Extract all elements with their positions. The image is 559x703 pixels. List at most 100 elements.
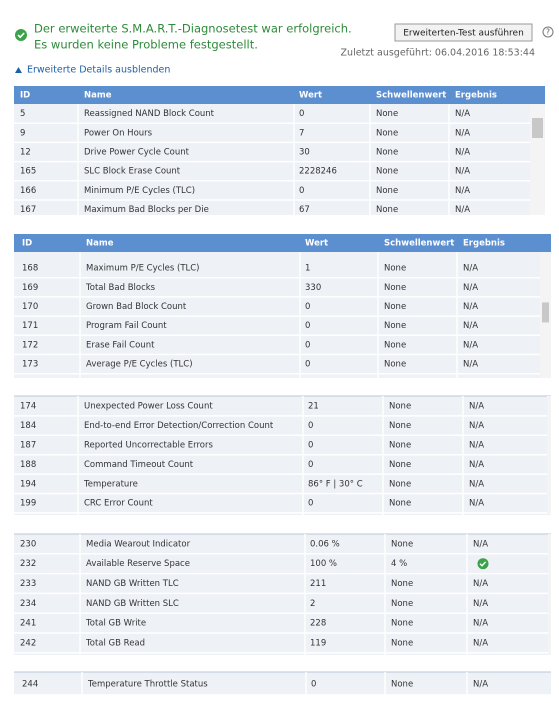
cell: None [376, 148, 398, 158]
cell: None [389, 460, 411, 470]
cell: Reported Uncorrectable Errors [84, 441, 213, 451]
help-icon[interactable] [542, 26, 554, 38]
cell: N/A [463, 360, 478, 370]
cell: 0 [305, 360, 310, 370]
cell: N/A [463, 321, 478, 331]
cell: None [384, 360, 406, 370]
cell: N/A [469, 479, 484, 489]
column-header: Schwellenwert [384, 239, 454, 249]
status-line: Der erweiterte S.M.A.R.T.-Diagnosetest w… [34, 22, 352, 36]
cell: N/A [463, 264, 478, 274]
cell: 30 [299, 148, 310, 158]
cell: None [376, 109, 398, 119]
cell: 211 [310, 579, 326, 589]
status-icon [15, 29, 27, 41]
column-header: Name [86, 239, 114, 249]
column-header: Ergebnis [455, 91, 497, 101]
cell: N/A [455, 148, 470, 158]
cell: 2 [310, 599, 315, 609]
table-header [14, 86, 545, 104]
cell: 169 [22, 283, 38, 293]
cell: 0 [305, 321, 310, 331]
cell: Program Fail Count [86, 321, 167, 331]
cell: 100 % [310, 559, 337, 569]
table-panel [14, 86, 545, 215]
cell: Average P/E Cycles (TLC) [86, 360, 193, 370]
cell: 172 [22, 340, 38, 350]
cell: SLC Block Erase Count [84, 167, 181, 177]
cell: 242 [20, 638, 36, 648]
cell: N/A [455, 186, 470, 196]
cell: Media Wearout Indicator [86, 539, 191, 549]
cell: Minimum P/E Cycles (TLC) [84, 186, 195, 196]
cell: None [391, 638, 413, 648]
cell: None [391, 619, 413, 629]
cell: Unexpected Power Loss Count [84, 402, 213, 412]
cell: Erase Fail Count [86, 340, 155, 350]
cell: None [376, 205, 398, 215]
cell: None [389, 499, 411, 509]
run-test-button[interactable] [394, 23, 533, 42]
toggle-details[interactable]: Erweiterte Details ausblenden [27, 65, 170, 76]
cell: Power On Hours [84, 128, 153, 138]
cell: None [384, 283, 406, 293]
cell: 21 [308, 402, 319, 412]
column-header: Ergebnis [463, 239, 505, 249]
cell: 167 [20, 205, 36, 215]
cell: 67 [299, 205, 310, 215]
cell: N/A [469, 499, 484, 509]
cell: Available Reserve Space [86, 559, 190, 569]
cell: 9 [20, 128, 25, 138]
cell: 171 [22, 321, 38, 331]
scroll-thumb [532, 118, 543, 138]
cell: 0 [308, 460, 313, 470]
cell: 228 [310, 619, 326, 629]
column-header: ID [22, 239, 32, 249]
cell: 0 [299, 186, 304, 196]
cell: N/A [463, 340, 478, 350]
cell: 0 [311, 680, 316, 690]
cell: Temperature Throttle Status [87, 680, 208, 690]
scrollbar[interactable] [548, 534, 551, 655]
cell: 233 [20, 579, 36, 589]
cell: None [389, 402, 411, 412]
column-header: Name [84, 91, 112, 101]
cell: N/A [469, 441, 484, 451]
cell: 0 [305, 340, 310, 350]
column-header: Wert [299, 91, 322, 101]
cell: Grown Bad Block Count [86, 302, 187, 312]
table-panel [14, 672, 551, 695]
cell: N/A [455, 167, 470, 177]
cell: 234 [20, 599, 36, 609]
cell: None [376, 128, 398, 138]
cell: 166 [20, 186, 36, 196]
cell: NAND GB Written TLC [86, 579, 179, 589]
cell: 1 [305, 264, 310, 274]
cell: 0 [308, 421, 313, 431]
cell: 241 [20, 619, 36, 629]
cell: N/A [473, 579, 488, 589]
cell: 7 [299, 128, 304, 138]
cell: N/A [455, 205, 470, 215]
cell: None [389, 479, 411, 489]
run-test-label[interactable]: Erweiterten-Test ausführen [403, 29, 524, 39]
cell: 244 [22, 680, 38, 690]
cell: None [389, 441, 411, 451]
cell: Total GB Read [85, 638, 145, 648]
cell: End-to-end Error Detection/Correction Co… [84, 421, 274, 431]
scrollbar[interactable] [547, 396, 551, 515]
help-label[interactable]: ? [546, 28, 550, 37]
cell: 0 [308, 441, 313, 451]
cell: Total GB Write [85, 619, 146, 629]
cell: 199 [20, 499, 36, 509]
cell: 187 [20, 441, 36, 451]
column-header: ID [20, 91, 30, 101]
cell: N/A [455, 128, 470, 138]
toggle-arrow[interactable] [15, 67, 22, 73]
last-run: Zuletzt ausgeführt: 06.04.2016 18:53:44 [341, 48, 535, 59]
cell: None [384, 264, 406, 274]
cell: None [384, 302, 406, 312]
cell: 119 [310, 638, 326, 648]
